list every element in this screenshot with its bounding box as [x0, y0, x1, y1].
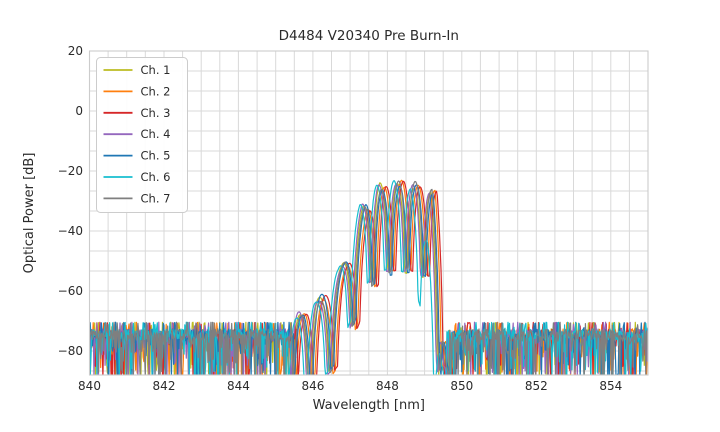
- y-tick-label: −60: [58, 284, 83, 298]
- plot-border: [88, 50, 649, 376]
- x-tick-label: 844: [227, 379, 250, 393]
- y-axis-label: Optical Power [dB]: [22, 153, 37, 274]
- x-tick-label: 840: [78, 379, 101, 393]
- legend-label-ch-4: Ch. 4: [141, 127, 171, 141]
- traces: [89, 179, 648, 375]
- y-tick-labels: 20 0 −20 −40 −60 −80: [58, 44, 83, 358]
- trace-ch-7: [89, 180, 648, 375]
- y-tick-label: −40: [58, 224, 83, 238]
- legend-box: [96, 57, 188, 213]
- legend-label-ch-3: Ch. 3: [141, 106, 171, 120]
- legend: Ch. 1 Ch. 2 Ch. 3 Ch. 4 Ch. 5 Ch. 6 Ch. 7: [96, 57, 188, 213]
- legend-label-ch-1: Ch. 1: [141, 63, 171, 77]
- x-tick-label: 854: [599, 379, 622, 393]
- legend-label-ch-7: Ch. 7: [141, 191, 171, 205]
- legend-label-ch-2: Ch. 2: [141, 84, 171, 98]
- y-tick-label: −80: [58, 344, 83, 358]
- chart-title: D4484 V20340 Pre Burn-In: [279, 28, 459, 44]
- x-tick-label: 846: [301, 379, 324, 393]
- legend-label-ch-5: Ch. 5: [141, 149, 171, 163]
- y-tick-label: 0: [75, 104, 83, 118]
- x-tick-labels: 840 842 844 846 848 850 852 854: [78, 379, 622, 393]
- x-tick-label: 850: [450, 379, 473, 393]
- legend-label-ch-6: Ch. 6: [141, 170, 171, 184]
- x-tick-label: 842: [153, 379, 176, 393]
- y-tick-label: 20: [68, 44, 83, 58]
- x-tick-label: 852: [525, 379, 548, 393]
- x-tick-label: 848: [376, 379, 399, 393]
- y-tick-label: −20: [58, 164, 83, 178]
- x-axis-label: Wavelength [nm]: [313, 398, 425, 413]
